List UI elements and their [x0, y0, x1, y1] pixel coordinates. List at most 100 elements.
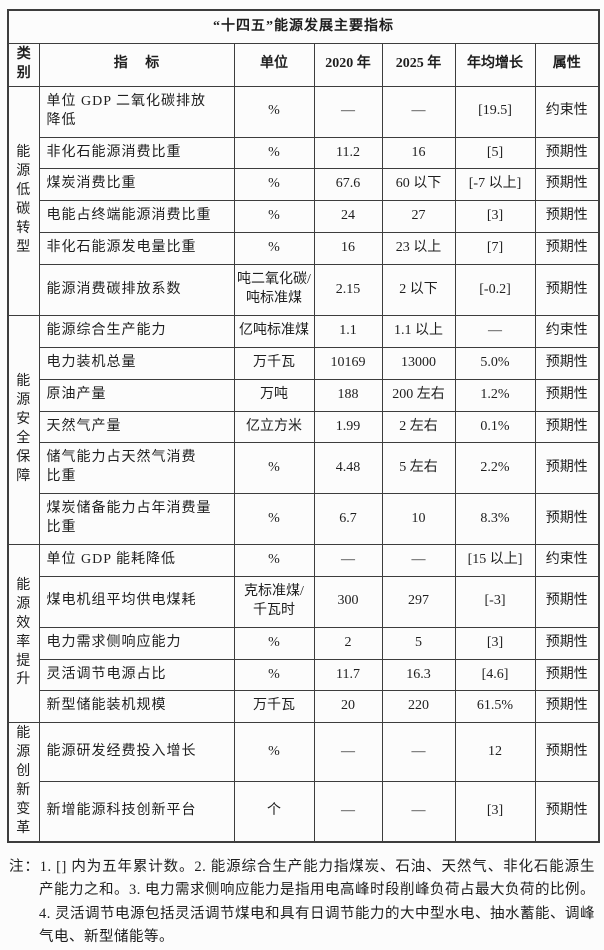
value-2020-cell: 2: [313, 626, 383, 660]
attribute-cell: 约束性: [534, 314, 600, 348]
attribute-cell: 预期性: [534, 722, 600, 783]
value-2020-cell: 24: [313, 200, 383, 234]
indicator-cell: 非化石能源消费比重: [38, 136, 235, 170]
table-row: 新型储能装机规模 万千瓦 20 220 61.5% 预期性: [8, 690, 600, 724]
table-row: 非化石能源发电量比重 % 16 23 以上 [7] 预期性: [8, 232, 600, 266]
table-row: 能源 低碳 转型 单位 GDP 二氧化碳排放 降低 % — — [19.5] 约…: [7, 85, 600, 316]
table-row: 能源 效率 提升 单位 GDP 能耗降低 % — — [15 以上] 约束性: [7, 544, 600, 724]
unit-cell: 亿吨标准煤: [233, 314, 315, 348]
attribute-cell: 预期性: [534, 493, 600, 546]
growth-cell: [7]: [454, 232, 536, 266]
category-cell-low-carbon: 能源 低碳 转型: [7, 85, 40, 316]
table-row: 能源 创新 变革 能源研发经费投入增长 % — — 12 预期性: [7, 722, 600, 843]
category-cell-innovation: 能源 创新 变革: [7, 722, 40, 843]
indicator-cell: 储气能力占天然气消费 比重: [38, 442, 235, 495]
column-header-indicator: 指 标: [38, 43, 235, 87]
indicator-cell: 电力需求侧响应能力: [38, 626, 235, 660]
table-title: “十四五”能源发展主要指标: [7, 9, 600, 44]
column-header-2020: 2020 年: [313, 43, 383, 87]
indicator-cell: 煤炭储备能力占年消费量 比重: [38, 493, 235, 546]
growth-cell: [3]: [454, 200, 536, 234]
growth-cell: [-0.2]: [454, 264, 536, 316]
value-2025-cell: —: [381, 544, 456, 577]
attribute-cell: 约束性: [534, 544, 600, 577]
growth-cell: [19.5]: [454, 85, 536, 138]
attribute-cell: 预期性: [534, 690, 600, 724]
indicator-cell: 电能占终端能源消费比重: [38, 200, 235, 234]
growth-cell: 0.1%: [454, 410, 536, 444]
table-row: 储气能力占天然气消费 比重 % 4.48 5 左右 2.2% 预期性: [8, 442, 600, 495]
value-2020-cell: 16: [313, 232, 383, 266]
title-row: “十四五”能源发展主要指标: [7, 9, 600, 44]
attribute-cell: 预期性: [534, 378, 600, 412]
column-header-unit: 单位: [233, 43, 315, 87]
value-2025-cell: 16.3: [381, 658, 456, 692]
unit-cell: 亿立方米: [233, 410, 315, 444]
growth-cell: —: [454, 314, 536, 348]
column-header-attribute: 属性: [534, 43, 600, 87]
table-row: 灵活调节电源占比 % 11.7 16.3 [4.6] 预期性: [8, 658, 600, 692]
value-2020-cell: 2.15: [313, 264, 383, 316]
attribute-cell: 预期性: [534, 232, 600, 266]
value-2025-cell: 13000: [381, 346, 456, 380]
attribute-cell: 预期性: [534, 658, 600, 692]
value-2025-cell: 10: [381, 493, 456, 546]
value-2020-cell: 300: [313, 575, 383, 628]
value-2025-cell: 16: [381, 136, 456, 170]
value-2025-cell: —: [381, 85, 456, 138]
value-2025-cell: 27: [381, 200, 456, 234]
value-2020-cell: 10169: [313, 346, 383, 380]
table-row: 煤炭消费比重 % 67.6 60 以下 [-7 以上] 预期性: [8, 168, 600, 202]
growth-cell: [4.6]: [454, 658, 536, 692]
value-2025-cell: 220: [381, 690, 456, 724]
attribute-cell: 预期性: [534, 410, 600, 444]
table-row: 电能占终端能源消费比重 % 24 27 [3] 预期性: [8, 200, 600, 234]
unit-cell: 个: [233, 781, 315, 843]
indicator-cell: 煤炭消费比重: [38, 168, 235, 202]
unit-cell: %: [233, 658, 315, 692]
value-2020-cell: 1.1: [313, 314, 383, 348]
value-2020-cell: 4.48: [313, 442, 383, 495]
table-row: 电力装机总量 万千瓦 10169 13000 5.0% 预期性: [8, 346, 600, 380]
attribute-cell: 预期性: [534, 264, 600, 316]
unit-cell: %: [233, 232, 315, 266]
unit-cell: %: [233, 200, 315, 234]
value-2020-cell: 67.6: [313, 168, 383, 202]
indicator-cell: 煤电机组平均供电煤耗: [38, 575, 235, 628]
value-2020-cell: 188: [313, 378, 383, 412]
value-2020-cell: 11.2: [313, 136, 383, 170]
unit-cell: %: [233, 85, 315, 138]
table-row: 非化石能源消费比重 % 11.2 16 [5] 预期性: [8, 136, 600, 170]
attribute-cell: 预期性: [534, 200, 600, 234]
growth-cell: 5.0%: [454, 346, 536, 380]
unit-cell: 克标准煤/ 千瓦时: [233, 575, 315, 628]
value-2020-cell: 1.99: [313, 410, 383, 444]
growth-cell: [-7 以上]: [454, 168, 536, 202]
attribute-cell: 预期性: [534, 168, 600, 202]
value-2025-cell: 2 左右: [381, 410, 456, 444]
indicator-cell: 原油产量: [38, 378, 235, 412]
growth-cell: [5]: [454, 136, 536, 170]
category-cell-efficiency: 能源 效率 提升: [7, 544, 40, 724]
attribute-cell: 预期性: [534, 442, 600, 495]
unit-cell: %: [233, 493, 315, 546]
unit-cell: %: [233, 442, 315, 495]
value-2025-cell: 23 以上: [381, 232, 456, 266]
growth-cell: 2.2%: [454, 442, 536, 495]
growth-cell: [3]: [454, 781, 536, 843]
indicator-cell: 电力装机总量: [38, 346, 235, 380]
value-2020-cell: 20: [313, 690, 383, 724]
value-2025-cell: 2 以下: [381, 264, 456, 316]
value-2025-cell: 5 左右: [381, 442, 456, 495]
footnote: 注：1. [] 内为五年累计数。2. 能源综合生产能力指煤炭、石油、天然气、非化…: [9, 858, 595, 946]
indicator-cell: 新型储能装机规模: [38, 690, 235, 724]
growth-cell: 61.5%: [454, 690, 536, 724]
unit-cell: 吨二氧化碳/ 吨标准煤: [233, 264, 315, 316]
indicator-cell: 非化石能源发电量比重: [38, 232, 235, 266]
attribute-cell: 约束性: [534, 85, 600, 138]
indicator-cell: 单位 GDP 二氧化碳排放 降低: [38, 85, 235, 138]
indicator-cell: 单位 GDP 能耗降低: [38, 544, 235, 577]
indicator-cell: 能源研发经费投入增长: [38, 722, 235, 783]
table-row: 天然气产量 亿立方米 1.99 2 左右 0.1% 预期性: [8, 410, 600, 444]
